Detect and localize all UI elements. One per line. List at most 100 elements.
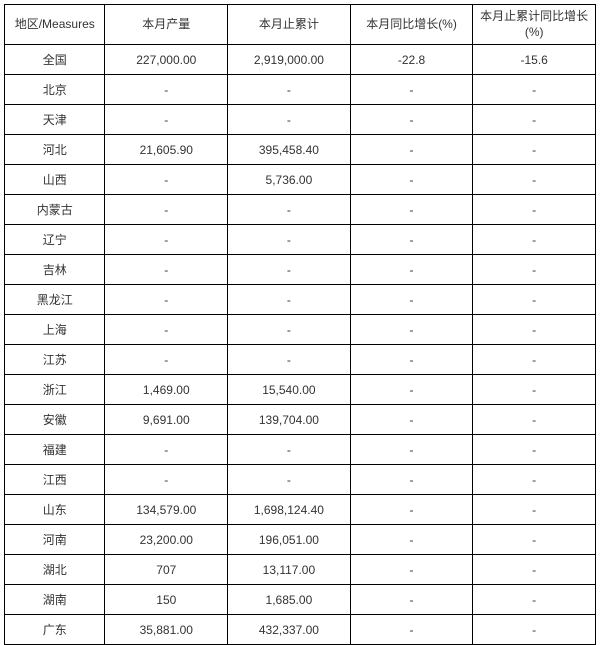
cell-region: 江苏 — [5, 345, 105, 375]
cell-value: - — [350, 435, 473, 465]
table-row: 北京---- — [5, 75, 596, 105]
cell-region: 全国 — [5, 45, 105, 75]
cell-value: - — [105, 315, 228, 345]
cell-value: - — [350, 345, 473, 375]
cell-value: - — [350, 105, 473, 135]
table-row: 江西---- — [5, 465, 596, 495]
cell-region: 浙江 — [5, 375, 105, 405]
cell-value: - — [350, 525, 473, 555]
cell-value: 9,691.00 — [105, 405, 228, 435]
cell-value: - — [105, 105, 228, 135]
cell-region: 辽宁 — [5, 225, 105, 255]
cell-region: 北京 — [5, 75, 105, 105]
cell-value: - — [473, 75, 596, 105]
cell-value: 15,540.00 — [228, 375, 351, 405]
cell-value: - — [473, 345, 596, 375]
cell-value: -22.8 — [350, 45, 473, 75]
cell-value: - — [350, 195, 473, 225]
cell-value: - — [350, 555, 473, 585]
table-row: 广东35,881.00432,337.00-- — [5, 615, 596, 645]
cell-value: - — [228, 285, 351, 315]
cell-region: 湖北 — [5, 555, 105, 585]
table-row: 全国227,000.002,919,000.00-22.8-15.6 — [5, 45, 596, 75]
data-table: 地区/Measures 本月产量 本月止累计 本月同比增长(%) 本月止累计同比… — [4, 4, 596, 645]
cell-value: 23,200.00 — [105, 525, 228, 555]
cell-value: 35,881.00 — [105, 615, 228, 645]
cell-value: - — [228, 105, 351, 135]
table-row: 山东134,579.001,698,124.40-- — [5, 495, 596, 525]
cell-value: - — [105, 345, 228, 375]
table-row: 黑龙江---- — [5, 285, 596, 315]
cell-region: 山东 — [5, 495, 105, 525]
cell-value: - — [350, 135, 473, 165]
header-region: 地区/Measures — [5, 5, 105, 45]
header-month-growth: 本月同比增长(%) — [350, 5, 473, 45]
cell-value: 21,605.90 — [105, 135, 228, 165]
cell-value: - — [473, 405, 596, 435]
header-cumulative: 本月止累计 — [228, 5, 351, 45]
cell-region: 湖南 — [5, 585, 105, 615]
table-body: 全国227,000.002,919,000.00-22.8-15.6北京----… — [5, 45, 596, 645]
cell-value: - — [105, 195, 228, 225]
cell-region: 河北 — [5, 135, 105, 165]
cell-value: - — [228, 225, 351, 255]
table-row: 上海---- — [5, 315, 596, 345]
cell-value: -15.6 — [473, 45, 596, 75]
cell-value: - — [228, 75, 351, 105]
cell-value: - — [105, 435, 228, 465]
cell-value: - — [473, 225, 596, 255]
cell-value: - — [350, 285, 473, 315]
cell-value: 1,698,124.40 — [228, 495, 351, 525]
cell-region: 山西 — [5, 165, 105, 195]
table-row: 浙江1,469.0015,540.00-- — [5, 375, 596, 405]
cell-value: - — [228, 435, 351, 465]
table-row: 湖南1501,685.00-- — [5, 585, 596, 615]
cell-value: - — [473, 465, 596, 495]
table-row: 福建---- — [5, 435, 596, 465]
cell-value: - — [105, 255, 228, 285]
header-row: 地区/Measures 本月产量 本月止累计 本月同比增长(%) 本月止累计同比… — [5, 5, 596, 45]
table-row: 安徽9,691.00139,704.00-- — [5, 405, 596, 435]
cell-value: - — [473, 195, 596, 225]
cell-value: - — [473, 105, 596, 135]
cell-value: - — [473, 615, 596, 645]
cell-value: - — [228, 345, 351, 375]
cell-value: - — [350, 375, 473, 405]
table-row: 江苏---- — [5, 345, 596, 375]
cell-region: 内蒙古 — [5, 195, 105, 225]
cell-value: 227,000.00 — [105, 45, 228, 75]
cell-value: 432,337.00 — [228, 615, 351, 645]
cell-value: - — [350, 75, 473, 105]
cell-value: - — [473, 585, 596, 615]
cell-value: - — [350, 405, 473, 435]
cell-value: - — [228, 255, 351, 285]
cell-value: - — [105, 225, 228, 255]
header-cumulative-growth: 本月止累计同比增长(%) — [473, 5, 596, 45]
table-row: 内蒙古---- — [5, 195, 596, 225]
cell-value: 707 — [105, 555, 228, 585]
cell-value: - — [473, 435, 596, 465]
table-row: 吉林---- — [5, 255, 596, 285]
cell-value: - — [473, 285, 596, 315]
cell-region: 福建 — [5, 435, 105, 465]
cell-value: - — [228, 195, 351, 225]
cell-region: 吉林 — [5, 255, 105, 285]
cell-value: - — [473, 555, 596, 585]
cell-value: - — [228, 315, 351, 345]
table-row: 山西-5,736.00-- — [5, 165, 596, 195]
cell-value: 1,685.00 — [228, 585, 351, 615]
cell-value: - — [350, 585, 473, 615]
cell-value: - — [350, 495, 473, 525]
cell-region: 上海 — [5, 315, 105, 345]
cell-value: - — [350, 225, 473, 255]
cell-region: 广东 — [5, 615, 105, 645]
cell-value: - — [228, 465, 351, 495]
table-row: 天津---- — [5, 105, 596, 135]
cell-value: - — [350, 465, 473, 495]
cell-value: - — [105, 165, 228, 195]
cell-value: 139,704.00 — [228, 405, 351, 435]
cell-value: - — [473, 525, 596, 555]
cell-value: - — [473, 315, 596, 345]
table-row: 河南23,200.00196,051.00-- — [5, 525, 596, 555]
table-row: 辽宁---- — [5, 225, 596, 255]
